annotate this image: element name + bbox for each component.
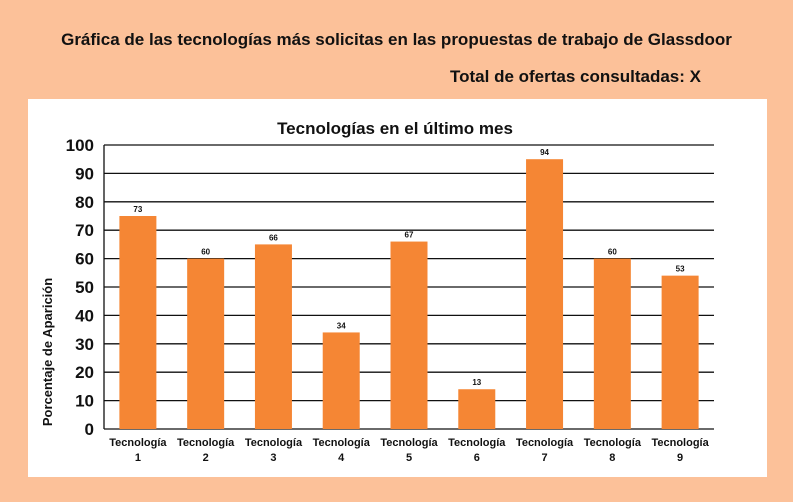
bar-data-label: 66 [269, 233, 278, 242]
x-tick-label: Tecnología [584, 437, 642, 449]
y-tick-label: 50 [75, 278, 94, 297]
bar-data-label: 60 [201, 248, 210, 257]
bar [661, 275, 699, 429]
x-tick-label: Tecnología [313, 437, 371, 449]
bar [593, 258, 631, 429]
bar [526, 159, 564, 429]
bar [322, 332, 360, 429]
bar [458, 389, 496, 429]
bar-data-label: 60 [608, 248, 617, 257]
y-tick-label: 80 [75, 193, 94, 212]
x-tick-label: Tecnología [109, 437, 167, 449]
y-tick-label: 40 [75, 306, 94, 325]
bar-data-label: 13 [472, 378, 481, 387]
bar [390, 241, 428, 429]
bar-data-label: 94 [540, 148, 549, 157]
bar-data-label: 67 [405, 231, 414, 240]
x-tick-label-number: 9 [677, 452, 683, 464]
bar-data-label: 34 [337, 321, 346, 330]
bar-chart: Tecnologías en el último mes Porcentaje … [40, 119, 714, 464]
x-tick-label-number: 8 [609, 452, 615, 464]
bar [254, 244, 292, 429]
y-tick-label: 100 [66, 136, 94, 155]
x-tick-label: Tecnología [380, 437, 438, 449]
total-offers-label: Total de ofertas consultadas: X [450, 67, 701, 86]
x-tick-label-number: 1 [135, 452, 141, 464]
bar-data-label: 53 [676, 265, 685, 274]
y-tick-label: 10 [75, 392, 94, 411]
y-tick-label: 30 [75, 335, 94, 354]
bar-data-label: 73 [133, 205, 142, 214]
x-tick-label-number: 7 [541, 452, 547, 464]
y-tick-label: 60 [75, 250, 94, 269]
x-tick-label: Tecnología [651, 437, 709, 449]
x-tick-label: Tecnología [448, 437, 506, 449]
y-tick-label: 0 [85, 420, 94, 439]
chart-card: Tecnologías en el último mes Porcentaje … [28, 99, 767, 477]
chart-title: Tecnologías en el último mes [277, 119, 513, 138]
x-tick-label: Tecnología [516, 437, 574, 449]
bar [187, 258, 225, 429]
bar [119, 216, 157, 429]
y-tick-label: 20 [75, 363, 94, 382]
y-axis-label: Porcentaje de Aparición [40, 278, 55, 426]
x-tick-label: Tecnología [177, 437, 235, 449]
x-tick-label-number: 4 [338, 452, 345, 464]
y-tick-label: 90 [75, 164, 94, 183]
x-tick-label: Tecnología [245, 437, 303, 449]
y-tick-label: 70 [75, 221, 94, 240]
x-tick-label-number: 6 [474, 452, 480, 464]
x-tick-label-number: 3 [270, 452, 276, 464]
x-tick-label-number: 5 [406, 452, 412, 464]
x-tick-label-number: 2 [203, 452, 209, 464]
page-title: Gráfica de las tecnologías más solicitas… [61, 30, 732, 49]
